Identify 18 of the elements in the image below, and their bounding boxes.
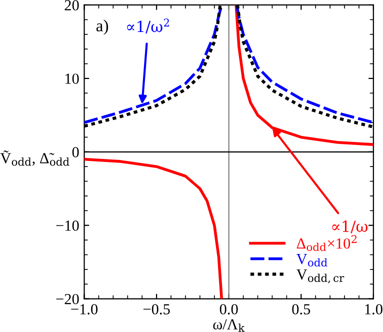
- y-axis-title: Ṽ$_{odd}$, Δ̃$_{odd}$: [0, 150, 70, 166]
- y-tick-label: −10: [56, 220, 79, 231]
- annotation: ∝1/ω: [332, 220, 368, 234]
- x-axis-title: ω/Λ$_{k}$: [213, 319, 245, 332]
- y-tick-label: −20: [56, 294, 79, 304]
- x-tick-label: 0.0: [220, 304, 238, 314]
- legend-label: V$_{odd}$: [296, 254, 328, 267]
- x-tick-label: 1.0: [365, 304, 382, 314]
- x-tick-label: −0.5: [143, 304, 170, 314]
- legend-label: V$_{odd,cr}$: [296, 269, 344, 284]
- x-tick-label: 0.5: [292, 304, 310, 314]
- annotation: a): [96, 20, 108, 35]
- x-tick-label: −1.0: [71, 304, 98, 314]
- legend-label: Δ$_{odd}$×10$^{2}$: [296, 235, 357, 252]
- y-tick-label: 0: [72, 147, 79, 158]
- y-tick-label: 20: [64, 0, 79, 10]
- annotation: ∝1/ω$^{2}$: [127, 18, 169, 34]
- y-tick-label: 10: [65, 74, 79, 84]
